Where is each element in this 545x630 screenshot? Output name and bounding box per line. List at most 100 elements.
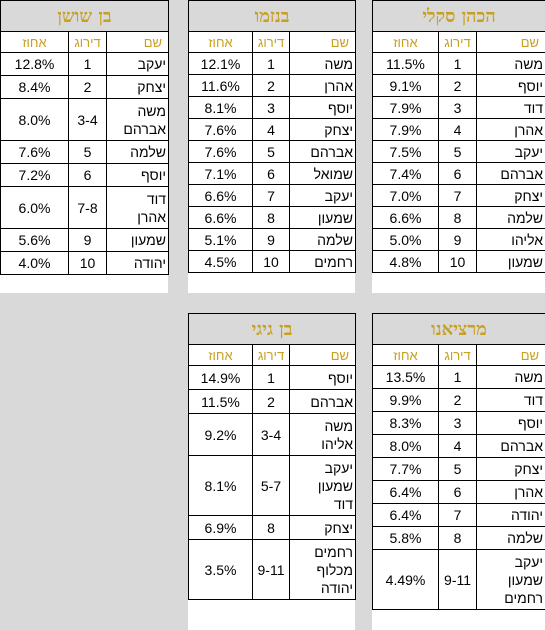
- header-percent: אחוז: [187, 31, 254, 53]
- table-row: משה 1 12.1%: [187, 52, 357, 75]
- cell-rank: 3: [438, 96, 477, 119]
- cell-percent: 4.5%: [187, 250, 254, 273]
- cell-name: אברהם: [476, 434, 545, 458]
- cell-percent: 7.5%: [372, 140, 439, 163]
- cell-rank: 10: [68, 251, 108, 275]
- table-row: יוסף 3 8.3%: [371, 411, 545, 435]
- name-line: משה: [324, 417, 354, 434]
- table-row: משה אליהו 3-4 9.2%: [187, 413, 357, 456]
- name-line: משה: [137, 102, 167, 119]
- cell-rank: 1: [68, 52, 108, 76]
- cell-name: יוסף: [106, 163, 170, 187]
- table-row: אברהם 4 8.0%: [371, 434, 545, 458]
- cell-name: יעקב: [106, 52, 170, 76]
- cell-name: יעקב שמעון רחמים: [476, 549, 545, 610]
- table-row: יצחק 4 7.6%: [187, 118, 357, 141]
- cell-rank: 9-11: [252, 539, 291, 600]
- cell-name: רחמים: [289, 250, 357, 273]
- table-row: יצחק 2 8.4%: [0, 75, 170, 99]
- cell-name: אברהם: [289, 389, 357, 414]
- cell-percent: 8.0%: [0, 98, 70, 141]
- cell-rank: 10: [252, 250, 291, 273]
- cell-percent: 7.6%: [187, 118, 254, 141]
- cell-rank: 6: [252, 162, 291, 185]
- name-line: יצחק: [514, 187, 543, 204]
- cell-percent: 11.5%: [372, 52, 439, 75]
- header-percent: אחוז: [0, 31, 70, 53]
- cell-percent: 4.49%: [371, 549, 440, 610]
- cell-rank: 7: [438, 184, 477, 207]
- header-percent: אחוז: [371, 344, 440, 366]
- table-row: אברהם 2 11.5%: [187, 389, 357, 414]
- name-line: שמעון: [507, 571, 544, 588]
- cell-percent: 9.1%: [372, 74, 439, 97]
- cell-rank: 1: [438, 52, 477, 75]
- cell-rank: 6: [68, 163, 108, 187]
- table-row: דוד 3 7.9%: [372, 96, 545, 119]
- cell-percent: 6.6%: [187, 206, 254, 229]
- cell-name: משה: [476, 365, 545, 389]
- cell-percent: 6.6%: [187, 184, 254, 207]
- cell-percent: 13.5%: [371, 365, 440, 389]
- cell-percent: 11.5%: [187, 389, 254, 414]
- cell-percent: 7.0%: [372, 184, 439, 207]
- cell-percent: 5.1%: [187, 228, 254, 251]
- cell-rank: 8: [438, 206, 477, 229]
- header-percent: אחוז: [187, 344, 254, 366]
- cell-rank: 7-8: [68, 186, 108, 229]
- name-line: יצחק: [137, 79, 167, 95]
- table-row: אהרן 6 6.4%: [371, 480, 545, 504]
- cell-rank: 8: [252, 515, 291, 540]
- cell-name: שלמה: [476, 206, 545, 229]
- cell-percent: 6.9%: [187, 515, 254, 540]
- table-row: אברהם 6 7.4%: [372, 162, 545, 185]
- table-hacohen-skali: הכהן סקלי שם דירוג אחוז משה 1 11.5% יוסף 2 9.…: [372, 0, 545, 273]
- name-line: יהודה: [133, 255, 167, 271]
- cell-name: יצחק: [289, 515, 357, 540]
- cell-name: שמעון: [106, 228, 170, 252]
- table-row: שמואל 6 7.1%: [187, 162, 357, 185]
- header-name: שם: [289, 31, 357, 53]
- header-rank: דירוג: [438, 344, 478, 366]
- name-line: אברהם: [310, 143, 354, 160]
- cell-percent: 6.0%: [0, 186, 70, 229]
- table-row: שמעון 10 4.8%: [372, 250, 545, 273]
- cell-percent: 14.9%: [187, 365, 254, 390]
- table-row: יהודה 10 4.0%: [0, 251, 170, 275]
- cell-percent: 7.4%: [372, 162, 439, 185]
- table-row: יעקב שמעון דוד 5-7 8.1%: [187, 455, 357, 516]
- cell-rank: 5: [68, 140, 108, 164]
- name-line: אליהו: [511, 231, 543, 248]
- cell-percent: 5.0%: [372, 228, 439, 251]
- cell-percent: 7.9%: [372, 96, 439, 119]
- cell-percent: 7.7%: [371, 457, 440, 481]
- cell-name: יוסף: [289, 96, 357, 119]
- table-row: שלמה 5 7.6%: [0, 140, 170, 164]
- table-row: יעקב 7 6.6%: [187, 184, 357, 207]
- name-line: שמואל: [313, 165, 354, 182]
- cell-name: שלמה: [476, 526, 545, 550]
- header-rank: דירוג: [68, 31, 108, 53]
- name-line: שלמה: [317, 231, 354, 248]
- cell-name: שמעון: [289, 206, 357, 229]
- name-line: רחמים: [504, 589, 544, 606]
- cell-percent: 4.8%: [372, 250, 439, 273]
- name-line: יוסף: [327, 369, 354, 386]
- name-line: אברהם: [500, 165, 543, 182]
- cell-rank: 2: [252, 74, 291, 97]
- table-benzmo: בנזמו שם דירוג אחוז משה 1 12.1% אהרן 2 11.6% י…: [187, 0, 357, 273]
- cell-percent: 6.6%: [372, 206, 439, 229]
- cell-name: יעקב: [476, 140, 545, 163]
- cell-name: יצחק: [289, 118, 357, 141]
- name-line: דוד: [523, 99, 543, 116]
- table-row: משה אברהם 3-4 8.0%: [0, 98, 170, 141]
- cell-rank: 10: [438, 250, 477, 273]
- name-line: יעקב: [514, 143, 543, 160]
- gap-middle: [0, 293, 545, 313]
- table-row: יצחק 5 7.7%: [371, 457, 545, 481]
- table-row: שלמה 8 6.6%: [372, 206, 545, 229]
- cell-rank: 2: [252, 389, 291, 414]
- cell-rank: 3: [252, 96, 291, 119]
- cell-percent: 7.2%: [0, 163, 70, 187]
- table-row: יעקב 1 12.8%: [0, 52, 170, 76]
